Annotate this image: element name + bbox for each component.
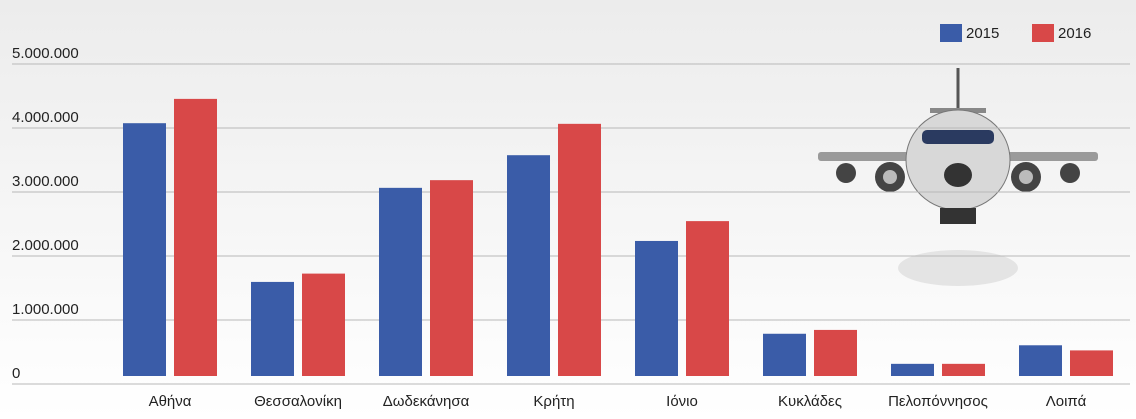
bar: [174, 98, 217, 376]
bar: [814, 329, 857, 376]
bar: [1070, 350, 1113, 376]
legend: 2015 2016: [940, 24, 1091, 42]
bar: [891, 363, 934, 376]
x-tick-label: Κυκλάδες: [778, 393, 842, 410]
x-tick-label: Κρήτη: [533, 393, 574, 410]
bar: [635, 240, 678, 376]
bar: [379, 187, 422, 376]
legend-label: 2016: [1058, 25, 1091, 42]
x-tick-label: Θεσσαλονίκη: [254, 393, 342, 410]
bar: [942, 363, 985, 376]
y-tick-label: 4.000.000: [12, 109, 79, 126]
x-tick-label: Πελοπόννησος: [888, 393, 988, 410]
legend-label: 2015: [966, 25, 999, 42]
x-tick-label: Ιόνιο: [666, 393, 698, 410]
bar: [302, 273, 345, 376]
x-tick-label: Αθήνα: [149, 393, 192, 410]
y-tick-label: 3.000.000: [12, 173, 79, 190]
y-tick-label: 5.000.000: [12, 45, 79, 62]
x-tick-label: Λοιπά: [1046, 393, 1087, 410]
bar: [507, 155, 550, 376]
x-tick-label: Δωδεκάνησα: [383, 393, 470, 410]
bar: [1019, 345, 1062, 376]
y-tick-label: 0: [12, 365, 20, 382]
legend-swatch: [940, 24, 962, 42]
bar: [430, 180, 473, 376]
bar: [686, 221, 729, 376]
y-tick-label: 2.000.000: [12, 237, 79, 254]
y-tick-label: 1.000.000: [12, 301, 79, 318]
bar: [123, 123, 166, 376]
plane-illustration: [818, 68, 1098, 286]
bar: [558, 123, 601, 376]
legend-swatch: [1032, 24, 1054, 42]
bar: [763, 333, 806, 376]
bar: [251, 281, 294, 376]
